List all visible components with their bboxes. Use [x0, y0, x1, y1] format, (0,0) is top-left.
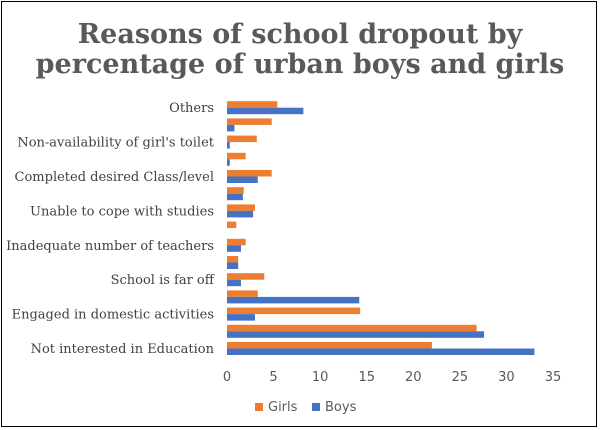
bar-girls-13: [227, 118, 272, 125]
bar-girls-12: [227, 135, 257, 143]
category-label-10: Completed desired Class/level: [15, 170, 214, 185]
bar-girls-7: [227, 221, 237, 229]
x-tick-label-3: 15: [358, 370, 375, 385]
bar-girls-0: [227, 342, 432, 349]
legend-label-boys: Boys: [325, 400, 357, 415]
bar-girls-1: [227, 324, 477, 332]
x-tick-label-4: 20: [405, 370, 422, 385]
category-label-0: Not interested in Education: [31, 342, 215, 357]
bar-girls-10: [227, 170, 272, 177]
bar-boys-6: [227, 245, 241, 252]
category-label-4: School is far off: [111, 273, 216, 288]
chart-title-line-1: Reasons of school dropout by: [78, 19, 524, 50]
bar-boys-14: [227, 107, 304, 115]
bar-boys-0: [227, 348, 535, 355]
legend-swatch-boys: [312, 403, 320, 411]
bar-girls-6: [227, 238, 246, 246]
x-tick-label-5: 25: [452, 370, 469, 385]
bar-girls-4: [227, 273, 265, 280]
bar-boys-12: [227, 142, 230, 149]
bar-boys-10: [227, 176, 258, 183]
category-label-8: Unable to cope with studies: [30, 204, 214, 219]
x-tick-label-2: 10: [312, 370, 329, 385]
bar-boys-2: [227, 314, 255, 321]
x-tick-label-6: 30: [498, 370, 515, 385]
legend-swatch-girls: [255, 403, 263, 411]
bar-boys-3: [227, 296, 360, 304]
bar-girls-9: [227, 187, 244, 194]
bar-boys-1: [227, 331, 485, 338]
x-axis-ticks: 0 5 10 15 20 25 30 35: [223, 370, 561, 385]
bar-boys-11: [227, 159, 230, 166]
bar-boys-8: [227, 210, 254, 218]
bar-girls-3: [227, 290, 258, 297]
bar-girls-2: [227, 307, 361, 315]
bar-girls-8: [227, 204, 255, 211]
legend: Girls Boys: [255, 400, 357, 415]
x-tick-label-7: 35: [545, 370, 562, 385]
bar-girls-11: [227, 152, 246, 160]
category-label-14: Others: [169, 101, 214, 116]
bar-girls-14: [227, 101, 278, 108]
bar-boys-9: [227, 193, 243, 201]
bar-boys-4: [227, 279, 241, 287]
bars-group: [227, 101, 535, 355]
chart-title-line-2: percentage of urban boys and girls: [36, 49, 565, 80]
category-labels: Not interested in Education Engaged in do…: [6, 101, 216, 357]
x-tick-label-1: 5: [269, 370, 277, 385]
x-tick-label-0: 0: [223, 370, 231, 385]
bar-girls-5: [227, 256, 239, 263]
category-label-6: Inadequate number of teachers: [6, 239, 214, 254]
legend-label-girls: Girls: [268, 400, 298, 415]
bar-boys-5: [227, 262, 239, 269]
bar-boys-13: [227, 124, 235, 132]
category-label-2: Engaged in domestic activities: [12, 308, 214, 323]
category-label-12: Non-availability of girl's toilet: [17, 136, 214, 151]
